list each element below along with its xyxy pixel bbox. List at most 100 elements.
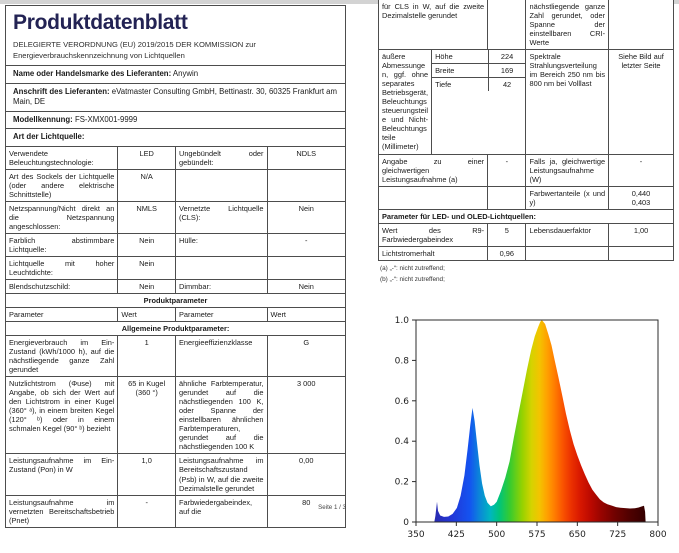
footnotes: (a) „-“: nicht zutreffend; (b) „-“: nich… [378,261,674,286]
supplier-name-row: Name oder Handelsmarke des Lieferanten: … [6,65,345,83]
parameter-label: Energieeffizienzklasse [174,335,268,378]
x-tick-label: 725 [609,530,626,540]
parameter-value: Nein [117,278,176,294]
y-tick-label: 0.4 [395,437,410,447]
chart-area: 0 0.2 0.4 0.6 0.8 1.0 350 425 500 575 650 725 800 [380,308,674,553]
table-row: Höhe 224 [432,50,526,65]
parameter-value: 0,96 [487,245,527,261]
left-page: Produktdatenblatt DELEGIERTE VERORDNUNG … [5,5,346,528]
dimension-value: 42 [487,77,526,92]
parameter-label: Netzspannung/Nicht direkt an die Netzspa… [6,200,119,234]
x-tick-label: 575 [528,530,545,540]
footnote-b: (b) „-“: nicht zutreffend; [380,275,445,283]
parameter-value: 1,0 [117,453,176,496]
table-row: Produktparameter [6,292,345,309]
y-tick-label: 0.6 [395,396,410,406]
parameter-label: nächstliegende ganze Zahl gerundet, oder… [525,0,610,51]
parameter-label: Wert des R9-Farbwiedergabeindex [377,222,489,247]
dimensions-subtable-cell: Höhe 224 Breite 169 Tiefe 42 [431,49,527,155]
table-row: Tiefe 42 [432,77,526,92]
table-row: Verwendete Beleuchtungstechnologie: LED Un… [6,145,345,170]
parameter-value: Nein [266,200,345,234]
section-header: Produktparameter [6,292,345,309]
table-row: Lichtquelle mit hoher Leuchtdichte: Nein [6,255,345,280]
table-row: Lichtstromerhalt 0,96 [377,245,674,261]
parameter-value: Siehe Bild auf letzter Seite [608,49,674,155]
section-header: Parameter für LED- und OLED-Lichtquellen… [378,208,674,224]
left-product-table-body: Verwendete Beleuchtungstechnologie: LED Un… [6,145,345,527]
x-tick-label: 425 [448,530,465,540]
parameter-label: Farbwertanteile (x und y) [525,185,610,210]
parameter-value: G [266,335,345,378]
parameter-label [174,255,268,280]
parameter-value: - [608,153,674,187]
parameter-value [608,0,674,51]
parameter-value: 0,440 0,403 [608,185,674,210]
parameter-label: für CLS in W, auf die zweite Dezimalstel… [377,0,489,51]
right-product-table: für CLS in W, auf die zweite Dezimalstel… [377,0,674,261]
table-row: äußere Abmessungen, ggf. ohne separates … [377,49,674,155]
parameter-label [525,245,610,261]
table-row: Energieverbrauch im Ein-Zustand (kWh/100… [6,335,345,378]
table-row: Allgemeine Produktparameter: [6,321,345,337]
table-row: Art des Sockels der Lichtquelle (oder an… [6,168,345,202]
parameter-value: 0,00 [266,453,345,496]
supplier-address-row: Anschrift des Lieferanten: eVatmaster Co… [6,82,345,111]
section-header: Allgemeine Produktparameter: [6,321,345,337]
light-source-type-label: Art der Lichtquelle: [13,132,85,142]
spectrum-area [434,319,646,522]
parameter-value: 3 000 [266,376,345,455]
table-row: Netzspannung/Nicht direkt an die Netzspa… [6,200,345,234]
parameter-label: Leistungsaufnahme im vernetzten Bereitsc… [6,494,119,527]
parameter-label [174,168,268,202]
dimensions-label: äußere Abmessungen, ggf. ohne separates … [377,49,433,155]
parameter-label: Falls ja, gleichwertige Leistungsaufnahm… [525,153,610,187]
parameter-value [266,168,345,202]
parameter-value: 5 [487,222,527,247]
y-tick-label: 0.2 [395,477,409,487]
table-row: Parameter für LED- und OLED-Lichtquellen… [378,208,674,224]
right-product-table-body: für CLS in W, auf die zweite Dezimalstel… [377,0,674,261]
parameter-label: Leistungsaufnahme im Ein-Zustand (Pon) i… [6,453,119,496]
parameter-label: Verwendete Beleuchtungstechnologie: [6,145,119,170]
parameter-label: Blendschutzschild: [6,278,119,294]
x-tick-label: 650 [569,530,586,540]
parameter-label: Art des Sockels der Lichtquelle (oder an… [6,168,119,202]
supplier-address-label: Anschrift des Lieferanten: [13,86,110,96]
supplier-name-value: Anywin [172,69,199,78]
table-row: Leistungsaufnahme im vernetzten Bereitsc… [6,494,345,527]
title-block: Produktdatenblatt DELEGIERTE VERORDNUNG … [6,6,345,65]
parameter-label: Farbwiedergabeindex, auf die [174,494,268,527]
parameter-value: 65 in Kugel (360 °) [117,376,176,455]
dimension-name: Höhe [432,50,489,65]
dimension-value: 224 [487,50,526,65]
dimensions-subtable: Höhe 224 Breite 169 Tiefe 42 [432,50,526,92]
model-id-label: Modellkennung: [13,114,73,124]
parameter-label: Lichtstromerhalt [377,245,489,261]
parameter-label: Lichtquelle mit hoher Leuchtdichte: [6,255,119,280]
parameter-label: Hülle: [174,232,268,257]
supplier-address-value: eVatmaster Consulting GmbH, Bettinastr. … [13,86,338,107]
parameter-label [377,185,489,210]
parameter-value: - [266,232,345,257]
column-header: Wert [266,307,345,323]
parameter-label: ähnliche Farbtemperatur, gerundet auf di… [174,376,268,455]
parameter-value: - [487,153,527,187]
parameter-value: 1 [117,335,176,378]
footnote-a: (a) „-“: nicht zutreffend; [380,264,445,272]
parameter-value: LED [117,145,176,170]
parameter-value [487,185,527,210]
x-tick-label: 350 [407,530,424,540]
dimension-name: Breite [432,63,489,79]
parameter-value: N/A [117,168,176,202]
parameter-label: Lebensdauerfaktor [525,222,610,247]
y-tick-label: 0 [403,518,409,528]
parameter-value [608,245,674,261]
parameter-label: Dimmbar: [174,278,268,294]
table-row: Angabe zu einer gleichwertigen Leistungs… [377,153,674,187]
column-header: Wert [117,307,176,323]
parameter-value: Nein [266,278,345,294]
regulation-subtitle-line2: Energieverbrauchskennzeichnung von Licht… [13,51,185,60]
parameter-value: 1,00 [608,222,674,247]
